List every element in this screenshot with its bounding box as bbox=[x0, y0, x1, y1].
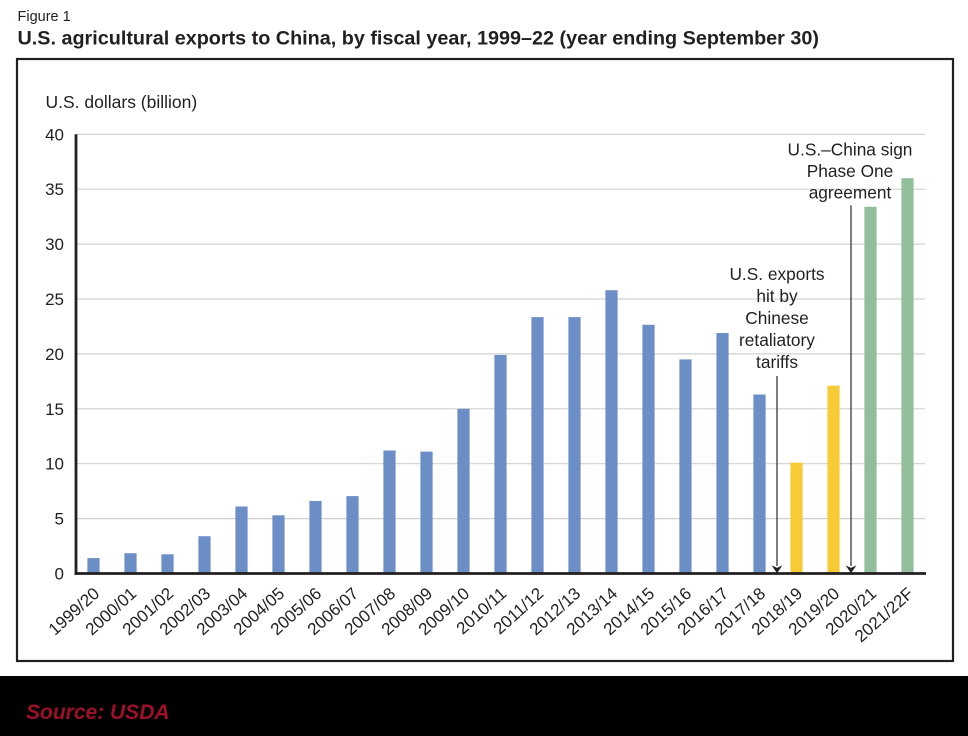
svg-text:Figure 1: Figure 1 bbox=[18, 9, 71, 25]
svg-text:hit by: hit by bbox=[756, 286, 798, 306]
svg-text:U.S. agricultural exports to C: U.S. agricultural exports to China, by f… bbox=[18, 28, 819, 50]
svg-text:U.S. exports: U.S. exports bbox=[729, 264, 824, 284]
svg-text:20: 20 bbox=[45, 345, 64, 364]
svg-text:25: 25 bbox=[45, 290, 64, 309]
svg-text:Phase One: Phase One bbox=[807, 161, 893, 181]
svg-text:agreement: agreement bbox=[809, 183, 892, 203]
svg-text:15: 15 bbox=[45, 400, 64, 419]
svg-text:5: 5 bbox=[55, 510, 64, 529]
svg-text:U.S.–China sign: U.S.–China sign bbox=[788, 139, 913, 159]
svg-text:retaliatory: retaliatory bbox=[739, 330, 815, 350]
svg-text:30: 30 bbox=[45, 235, 64, 254]
svg-text:tariffs: tariffs bbox=[756, 352, 798, 372]
svg-text:Source: USDA: Source: USDA bbox=[26, 701, 170, 724]
svg-text:10: 10 bbox=[45, 455, 64, 474]
svg-text:Chinese: Chinese bbox=[745, 308, 808, 328]
svg-text:35: 35 bbox=[45, 180, 64, 199]
svg-text:U.S. dollars (billion): U.S. dollars (billion) bbox=[46, 92, 198, 112]
svg-text:0: 0 bbox=[55, 565, 64, 584]
svg-text:40: 40 bbox=[45, 125, 64, 144]
